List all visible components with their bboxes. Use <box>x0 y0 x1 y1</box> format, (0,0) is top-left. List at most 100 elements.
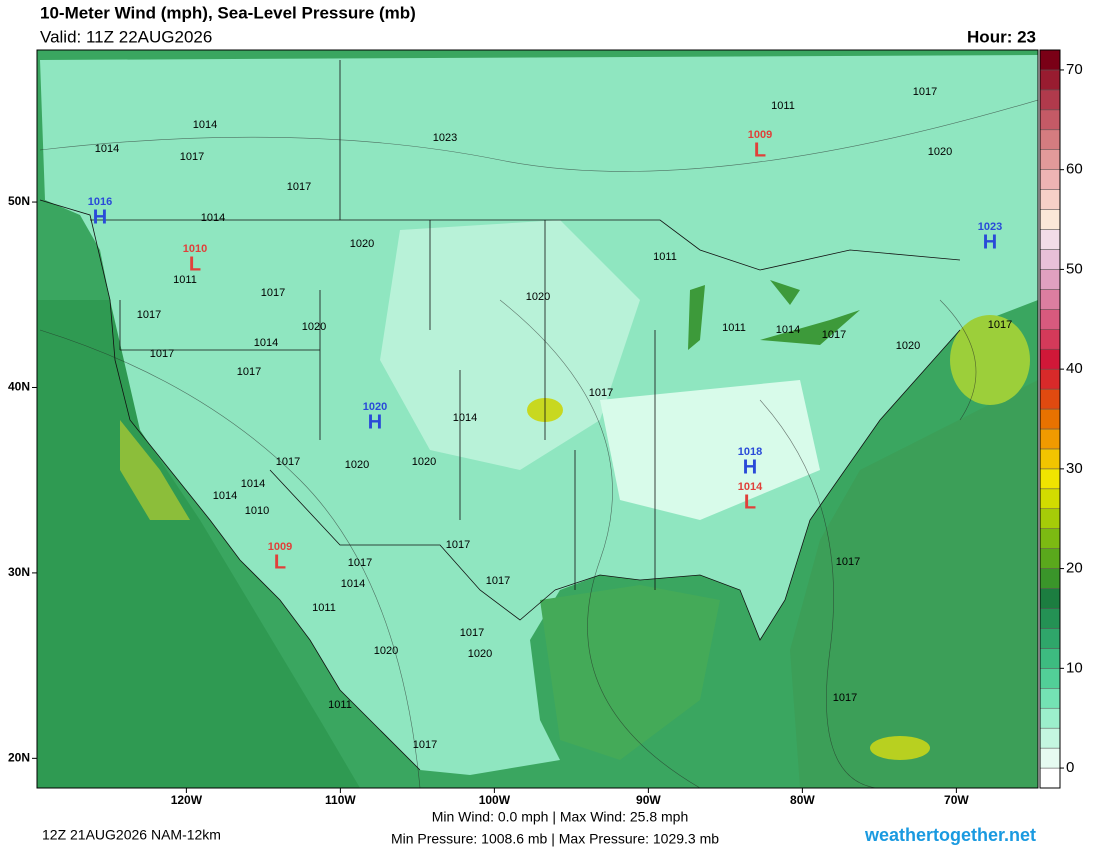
run-info: 12Z 21AUG2026 NAM-12km <box>42 827 221 843</box>
lat-tick-label: 20N <box>8 751 30 765</box>
colorbar-bin <box>1039 688 1061 709</box>
pressure-value: 1009 <box>748 129 772 141</box>
colorbar-tick-label: 10 <box>1066 659 1083 676</box>
isobar-label: 1017 <box>150 348 174 360</box>
colorbar-bin <box>1039 289 1061 310</box>
isobar-label: 1011 <box>722 322 746 334</box>
pressure-value: 1016 <box>88 196 112 208</box>
isobar-label: 1017 <box>137 309 161 321</box>
isobar-label: 1017 <box>237 366 261 378</box>
colorbar-bin <box>1039 508 1061 529</box>
colorbar-bin <box>1039 129 1061 150</box>
isobar-label: 1020 <box>412 456 436 468</box>
pressure-value: 1023 <box>978 221 1002 233</box>
colorbar-bin <box>1039 189 1061 210</box>
title: 10-Meter Wind (mph), Sea-Level Pressure … <box>40 3 416 22</box>
borders <box>39 60 961 771</box>
colorbar-bin <box>1039 328 1061 350</box>
isobar-label: 1014 <box>201 212 225 224</box>
isobar-label: 1020 <box>374 645 398 657</box>
colorbar-bin <box>1039 209 1061 230</box>
colorbar-bin <box>1039 668 1061 689</box>
colorbar-tick-label: 50 <box>1066 260 1083 277</box>
colorbar-bin <box>1039 648 1061 669</box>
lon-tick-label: 70W <box>944 793 969 807</box>
pressure-center: H <box>368 411 382 433</box>
isobar-label: 1014 <box>241 478 265 490</box>
colorbar-bin <box>1039 588 1061 609</box>
isobar-label: 1017 <box>460 627 484 639</box>
isobar-label: 1014 <box>213 490 237 502</box>
isobar-label: 1014 <box>776 324 800 336</box>
colorbar-tick-label: 30 <box>1066 460 1083 477</box>
isobar-label: 1014 <box>95 143 119 155</box>
isobars <box>39 99 1038 788</box>
pressure-stats: Min Pressure: 1008.6 mb | Max Pressure: … <box>391 831 719 847</box>
isobar-label: 1011 <box>328 699 352 711</box>
isobar-label: 1017 <box>261 287 285 299</box>
wind-max <box>120 420 190 520</box>
isobar-label: 1020 <box>345 459 369 471</box>
colorbar-frame <box>1039 49 1061 789</box>
lon-tick-label: 80W <box>790 793 815 807</box>
isobar-label: 1010 <box>245 505 269 517</box>
hour: Hour: 23 <box>967 27 1036 46</box>
isobar-label: 1020 <box>526 291 550 303</box>
pressure-center: H <box>983 231 997 253</box>
colorbar-bin <box>1039 309 1061 330</box>
colorbar-bin <box>1039 149 1061 170</box>
wind-max <box>950 315 1030 405</box>
site-link[interactable]: weathertogether.net <box>864 825 1036 845</box>
wind-max <box>870 736 930 760</box>
isobar-label: 1011 <box>312 602 336 614</box>
isobar-label: 1020 <box>928 146 952 158</box>
colorbar-bin <box>1039 568 1061 589</box>
lon-tick-label: 120W <box>171 793 203 807</box>
pressure-center: L <box>189 253 201 275</box>
colorbar-tick-label: 70 <box>1066 61 1083 78</box>
isobar-label: 1017 <box>180 151 204 163</box>
isobar-label: 1017 <box>287 181 311 193</box>
lon-tick-label: 100W <box>479 793 511 807</box>
colorbar-bin <box>1039 727 1061 749</box>
colorbar-tick-label: 20 <box>1066 560 1083 577</box>
colorbar-bin <box>1039 608 1061 629</box>
colorbar-bin <box>1039 69 1061 91</box>
isobar-label: 1017 <box>486 575 510 587</box>
colorbar-bin <box>1039 109 1061 131</box>
wind-stats: Min Wind: 0.0 mph | Max Wind: 25.8 mph <box>432 809 689 825</box>
isobar-label: 1020 <box>468 648 492 660</box>
colorbar-bin <box>1039 548 1061 569</box>
isobar-label: 1020 <box>302 321 326 333</box>
pressure-center: L <box>274 551 286 573</box>
isobar-label: 1017 <box>413 739 437 751</box>
lat-tick-label: 40N <box>8 380 30 394</box>
valid-time: Valid: 11Z 22AUG2026 <box>40 27 212 46</box>
colorbar-bin <box>1039 348 1061 370</box>
isobar-label: 1011 <box>771 100 795 112</box>
isobar-label: 1011 <box>653 251 677 263</box>
colorbar-bin <box>1039 428 1061 450</box>
pressure-value: 1020 <box>363 401 387 413</box>
colorbar-bin <box>1039 269 1061 290</box>
isobar-label: 1023 <box>433 132 457 144</box>
pressure-value: 1010 <box>183 243 207 255</box>
colorbar-bin <box>1039 89 1061 111</box>
colorbar-bin <box>1039 408 1061 430</box>
pressure-center: L <box>754 139 766 161</box>
lat-tick-label: 50N <box>8 194 30 208</box>
pressure-value: 1014 <box>738 481 763 493</box>
colorbar-tick-label: 40 <box>1066 360 1083 377</box>
pressure-center: H <box>93 206 107 228</box>
colorbar-bin <box>1039 767 1061 789</box>
isobar-label: 1017 <box>276 456 300 468</box>
map <box>37 50 1038 788</box>
isobar-label: 1017 <box>913 86 937 98</box>
isobar-label: 1017 <box>589 387 613 399</box>
isobar-label: 1017 <box>822 329 846 341</box>
isobar-label: 1020 <box>896 340 920 352</box>
isobar-label: 1014 <box>341 578 365 590</box>
colorbar-bin <box>1039 747 1061 769</box>
pacific <box>37 300 360 788</box>
lon-tick-label: 110W <box>325 793 356 807</box>
